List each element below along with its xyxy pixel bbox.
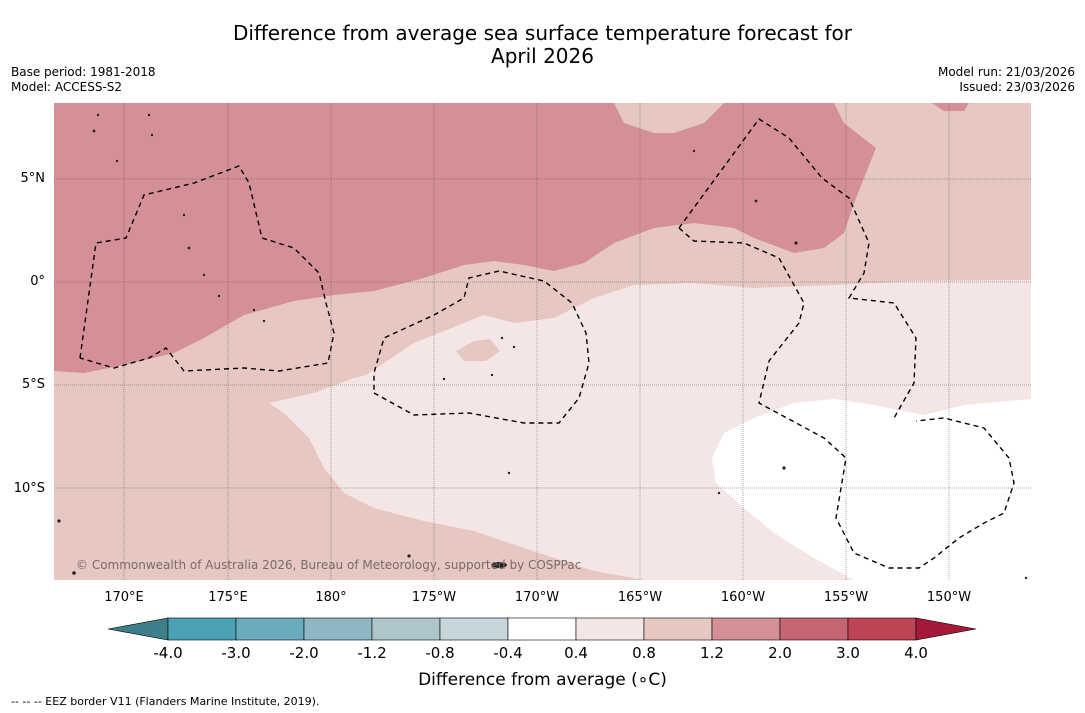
colorbar — [108, 617, 977, 641]
colorbar-segment — [303, 617, 373, 641]
model-run: Model run: 21/03/2026 — [937, 65, 1075, 79]
sst-anomaly-map — [54, 103, 1031, 580]
anomaly-band-0.8-1.2 — [456, 339, 500, 361]
island — [717, 491, 721, 495]
island — [507, 471, 511, 475]
island — [491, 562, 507, 568]
island — [92, 129, 96, 133]
lon-label-150w: 150°W — [926, 590, 972, 605]
island — [692, 149, 696, 153]
colorbar-tick-label: -2.0 — [289, 644, 319, 662]
lon-label-160w: 160°W — [720, 590, 766, 605]
colorbar-tick-label: -4.0 — [153, 644, 183, 662]
colorbar-segment — [167, 617, 237, 641]
colorbar-arrow-low — [108, 617, 169, 641]
island — [512, 345, 516, 349]
colorbar-tick-label: 0.4 — [564, 644, 588, 662]
island — [217, 294, 221, 298]
island — [1024, 576, 1028, 580]
lat-label-5s: 5°S — [21, 377, 45, 392]
lat-label-0: 0° — [30, 274, 45, 289]
colorbar-tick-label: 4.0 — [904, 644, 928, 662]
island — [96, 113, 100, 117]
colorbar-segment — [507, 617, 577, 641]
lon-label-165w: 165°W — [617, 590, 663, 605]
anomaly-band-neutral — [712, 399, 1031, 580]
lon-label-170e: 170°E — [104, 590, 144, 605]
lat-label-10s: 10°S — [13, 481, 45, 496]
eez-border-kiribati-gilbert — [79, 165, 335, 372]
lon-label-155w: 155°W — [823, 590, 869, 605]
base-period: Base period: 1981-2018 — [11, 65, 156, 79]
model-name: Model: ACCESS-S2 — [11, 80, 123, 94]
eez-borders — [79, 118, 1015, 569]
meta-left: Base period: 1981-2018 Model: ACCESS-S2 — [11, 65, 156, 95]
eez-border-line-lower — [678, 227, 1015, 569]
island — [407, 554, 411, 558]
island — [182, 213, 186, 217]
gridlines — [54, 103, 1031, 580]
eez-border-phoenix — [373, 270, 590, 424]
colorbar-tick-label: 3.0 — [836, 644, 860, 662]
lat-label-5n: 5°N — [20, 171, 46, 186]
colorbar-tick-label: 2.0 — [768, 644, 792, 662]
island — [782, 466, 786, 470]
island — [262, 319, 266, 323]
colorbar-tick-label: -1.2 — [357, 644, 387, 662]
island — [72, 571, 76, 575]
title-line-2: April 2026 — [491, 44, 594, 68]
colorbar-segment — [439, 617, 509, 641]
island — [202, 273, 206, 277]
colorbar-segment — [235, 617, 305, 641]
island — [252, 308, 256, 312]
eez-border-line-islands — [678, 118, 917, 419]
island — [147, 113, 151, 117]
title-line-1: Difference from average sea surface temp… — [232, 21, 852, 45]
colorbar-tick-label: -0.8 — [425, 644, 455, 662]
colorbar-title: Difference from average (∘C) — [418, 670, 667, 690]
island — [187, 246, 191, 250]
colorbar-segment — [711, 617, 781, 641]
island — [150, 133, 154, 137]
island — [115, 159, 119, 163]
lon-label-175e: 175°E — [208, 590, 248, 605]
colorbar-tick-label: 1.2 — [700, 644, 724, 662]
colorbar-segment — [847, 617, 917, 641]
island — [442, 377, 446, 381]
lon-label-170w: 170°W — [514, 590, 560, 605]
colorbar-tick-label: -3.0 — [221, 644, 251, 662]
map-title: Difference from average sea surface temp… — [0, 22, 1085, 68]
eez-legend-note: -- -- -- EEZ border V11 (Flanders Marine… — [11, 695, 320, 708]
colorbar-tick-label: 0.8 — [632, 644, 656, 662]
island — [57, 519, 61, 523]
island — [794, 241, 798, 245]
colorbar-segment — [779, 617, 849, 641]
colorbar-segment — [371, 617, 441, 641]
issued-date: Issued: 23/03/2026 — [959, 80, 1075, 94]
copyright-notice: © Commonwealth of Australia 2026, Bureau… — [76, 558, 582, 572]
lon-label-180: 180° — [315, 590, 347, 605]
colorbar-arrow-high — [915, 617, 977, 641]
island — [754, 199, 758, 203]
colorbar-segment — [643, 617, 713, 641]
anomaly-band-1.2-2.0 — [932, 103, 969, 111]
island — [500, 336, 504, 340]
meta-right: Model run: 21/03/2026 Issued: 23/03/2026 — [938, 65, 1075, 95]
islands — [57, 113, 1028, 580]
lon-label-175w: 175°W — [411, 590, 457, 605]
anomaly-band-1.2-2.0 — [54, 103, 876, 373]
island — [490, 373, 494, 377]
colorbar-tick-label: -0.4 — [493, 644, 523, 662]
colorbar-segment — [575, 617, 645, 641]
